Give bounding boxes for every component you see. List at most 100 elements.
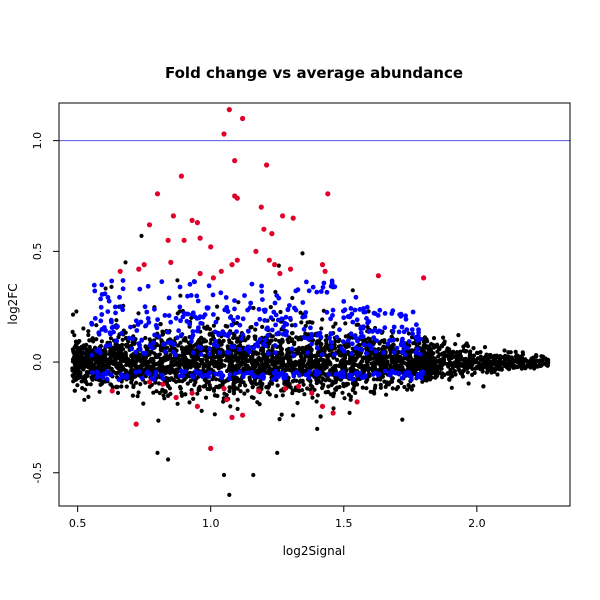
blue-points [89,278,425,382]
background-point [182,352,187,357]
blue-point [398,342,404,348]
blue-point [166,295,172,301]
background-point [328,362,333,367]
background-point [175,311,180,316]
background-point [178,386,183,391]
background-point [310,320,315,325]
blue-point [382,325,388,331]
background-point [185,381,190,386]
blue-point [371,335,377,340]
background-point [103,353,108,358]
background-point [123,330,128,335]
background-point [523,366,528,371]
blue-point [382,368,388,374]
background-point [299,320,304,325]
background-point [347,356,352,361]
blue-point [174,335,180,341]
blue-point [283,372,289,378]
background-point [534,353,539,358]
background-point [129,353,134,358]
background-point [80,358,85,363]
blue-point [414,322,419,328]
blue-point [91,282,97,288]
background-point [399,380,404,386]
blue-point [349,341,355,347]
red-point [133,421,139,427]
blue-point [222,307,228,313]
blue-point [260,297,265,302]
background-point [371,390,376,395]
background-point [292,362,297,367]
background-point [289,323,294,328]
red-point [229,414,235,420]
background-point [91,364,96,369]
blue-point [419,375,424,381]
background-point [96,362,101,367]
background-point [274,394,279,399]
blue-point [366,319,372,324]
red-point [136,266,142,272]
background-point [321,377,326,382]
blue-point [97,350,103,356]
background-point [495,360,500,365]
red-point [146,379,153,385]
blue-point [240,316,246,322]
background-point [500,355,505,360]
background-point [254,368,259,373]
blue-point [187,321,193,327]
background-point [202,353,207,358]
background-point [310,395,315,400]
background-point [506,350,511,355]
background-point [213,349,218,354]
background-point [327,378,332,383]
background-point [288,385,293,390]
blue-point [173,315,179,321]
background-point [149,349,154,355]
background-point [357,342,362,347]
blue-point [129,346,135,352]
blue-point [310,284,316,290]
background-point [359,359,364,364]
background-point [423,363,428,368]
background-point [179,393,184,398]
background-point [256,351,261,356]
blue-point [232,298,237,303]
blue-point [314,371,320,377]
background-point [201,361,206,366]
blue-point [306,375,312,381]
background-point [278,343,283,349]
background-point [378,382,383,387]
background-point [535,364,540,369]
background-point [478,350,483,355]
blue-point [362,309,368,315]
blue-point [160,376,166,381]
red-point [210,275,216,281]
background-point [177,358,182,363]
background-point [491,354,497,359]
background-point [111,369,116,374]
background-point [136,311,141,316]
blue-point [109,325,115,331]
blue-point [170,342,176,347]
background-point [277,350,282,355]
background-point [247,375,252,380]
background-point [517,361,522,366]
background-point [268,305,273,310]
blue-point [364,304,370,310]
blue-point [403,316,409,322]
background-point [477,363,482,368]
blue-point [136,341,142,346]
background-point [199,408,204,413]
background-point [364,386,369,391]
blue-point [117,294,122,300]
background-point [422,358,427,363]
background-point [88,338,94,343]
red-point [261,226,267,232]
background-point [390,377,395,382]
blue-point [398,313,404,319]
background-point [225,324,230,329]
blue-point [341,299,347,304]
y-tick-label: -0.5 [31,462,44,483]
blue-point [293,288,299,294]
blue-point [114,338,120,344]
